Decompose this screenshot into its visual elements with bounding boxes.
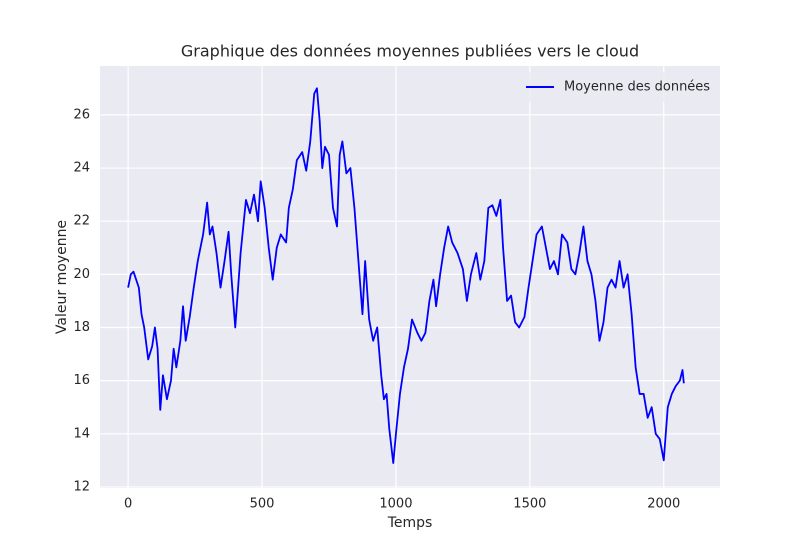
legend-box bbox=[516, 72, 712, 102]
x-tick-label: 0 bbox=[124, 497, 132, 512]
y-axis-label: Valeur moyenne bbox=[54, 220, 70, 334]
y-tick-label: 24 bbox=[73, 161, 90, 176]
legend-label: Moyenne des données bbox=[564, 80, 710, 95]
y-tick-label: 18 bbox=[73, 320, 90, 335]
y-tick-label: 12 bbox=[73, 479, 90, 494]
x-axis-label: Temps bbox=[387, 515, 433, 531]
x-tick-label: 500 bbox=[250, 497, 275, 512]
y-tick-label: 14 bbox=[73, 426, 90, 441]
y-tick-label: 26 bbox=[73, 107, 90, 122]
chart-title: Graphique des données moyennes publiées … bbox=[181, 42, 639, 61]
y-tick-label: 20 bbox=[73, 267, 90, 282]
y-tick-label: 22 bbox=[73, 214, 90, 229]
x-tick-label: 1000 bbox=[379, 497, 412, 512]
data-line bbox=[127, 87, 685, 464]
x-tick-label: 2000 bbox=[647, 497, 680, 512]
x-tick-label: 1500 bbox=[513, 497, 546, 512]
y-tick-label: 16 bbox=[73, 373, 90, 388]
